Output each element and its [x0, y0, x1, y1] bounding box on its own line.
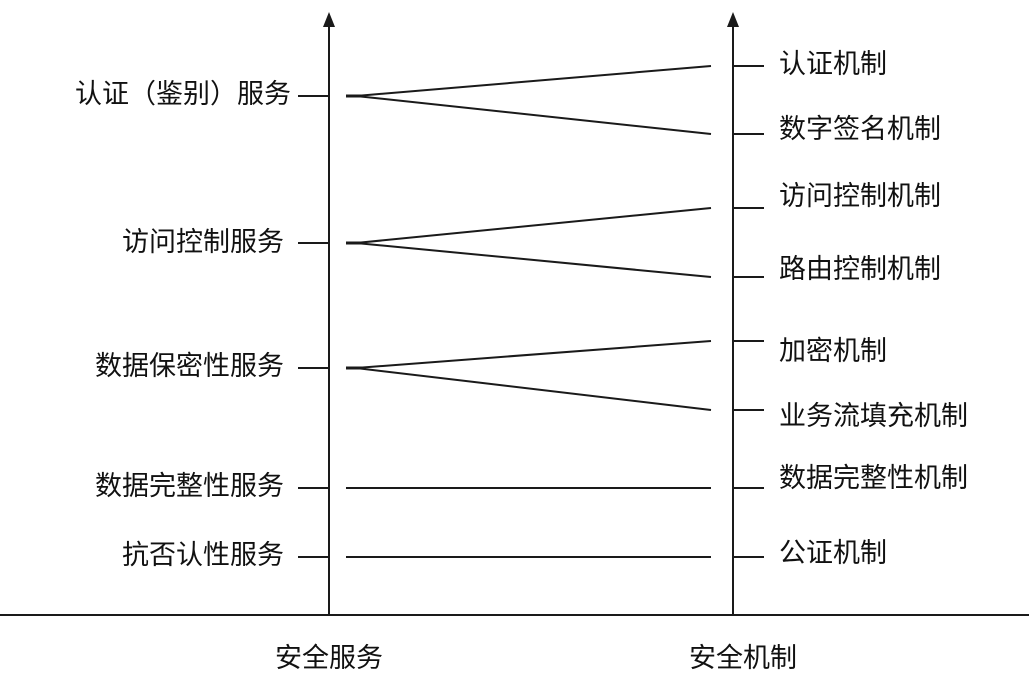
mechanism-label-notarization: 公证机制 [779, 537, 887, 571]
mechanism-ticks [733, 66, 764, 557]
mechanism-label-routing-control: 路由控制机制 [779, 253, 941, 287]
mechanism-label-authentication: 认证机制 [779, 48, 887, 82]
service-label-non-repudiation: 抗否认性服务 [122, 539, 284, 573]
right-axis-arrow-icon [727, 12, 739, 27]
service-label-integrity: 数据完整性服务 [95, 470, 284, 504]
mechanism-label-data-integrity: 数据完整性机制 [779, 462, 968, 496]
mechanism-label-traffic-padding: 业务流填充机制 [779, 400, 968, 434]
connector-1-2 [356, 208, 711, 243]
service-label-confidentiality: 数据保密性服务 [95, 350, 284, 384]
connector-0-0 [356, 66, 711, 96]
mechanism-label-digital-signature: 数字签名机制 [779, 113, 941, 147]
left-axis-title: 安全服务 [229, 642, 429, 676]
mechanism-label-encryption: 加密机制 [779, 335, 887, 369]
right-axis-title: 安全机制 [643, 642, 843, 676]
service-label-authentication: 认证（鉴别）服务 [75, 78, 291, 112]
connector-0-1 [356, 96, 711, 134]
service-ticks [298, 96, 329, 557]
service-label-access-control: 访问控制服务 [122, 226, 284, 260]
service-mechanism-connectors [346, 66, 711, 557]
mechanism-label-access-control: 访问控制机制 [779, 180, 941, 214]
connector-1-3 [356, 243, 711, 277]
connector-2-4 [356, 341, 711, 368]
left-axis-arrow-icon [323, 12, 335, 27]
connector-2-5 [356, 368, 711, 410]
